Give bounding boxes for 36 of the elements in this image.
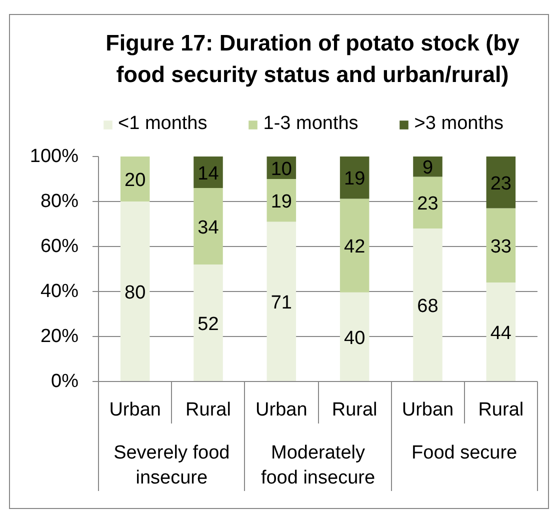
data-label: 80 [124,282,146,304]
legend-label: <1 months [118,113,208,135]
legend-label: 1-3 months [263,113,358,135]
data-label: 20 [124,170,146,191]
chart-title: Figure 17: Duration of potato stock (by food security status and urban/rural) [106,30,520,87]
data-label: 44 [490,323,512,344]
data-label: 9 [422,158,434,179]
x-tick-label: Urban [109,400,161,420]
x-tick-label: Rural [332,400,378,420]
data-label: 33 [490,236,512,258]
data-label: 40 [344,328,366,349]
text: Food secure [412,442,518,464]
data-label: 34 [198,217,220,238]
x-tick-label: Rural [478,400,524,420]
x-tick-label: Rural [186,400,231,420]
data-label: 14 [198,163,220,184]
data-label: 10 [270,158,292,180]
data-label: 42 [344,236,366,258]
text: Severely food insecure [114,442,230,489]
text: Moderately food insecure [260,442,376,489]
data-label: 23 [490,173,512,194]
y-tick-label: 40% [40,281,79,302]
y-tick-label: 20% [40,326,79,347]
x-tick-label: Urban [402,400,454,420]
data-label: 23 [417,194,438,215]
data-label: 52 [198,314,219,335]
y-tick-label: 0% [51,371,79,392]
data-label: 71 [270,292,292,314]
y-tick-label: 100% [30,146,79,167]
data-label: 68 [417,296,438,317]
y-tick-label: 80% [40,191,79,212]
legend-label: >3 months [414,113,504,135]
data-label: 19 [270,191,292,212]
data-label: 19 [344,168,366,190]
y-tick-label: 60% [40,236,79,257]
x-tick-label: Urban [256,400,308,420]
